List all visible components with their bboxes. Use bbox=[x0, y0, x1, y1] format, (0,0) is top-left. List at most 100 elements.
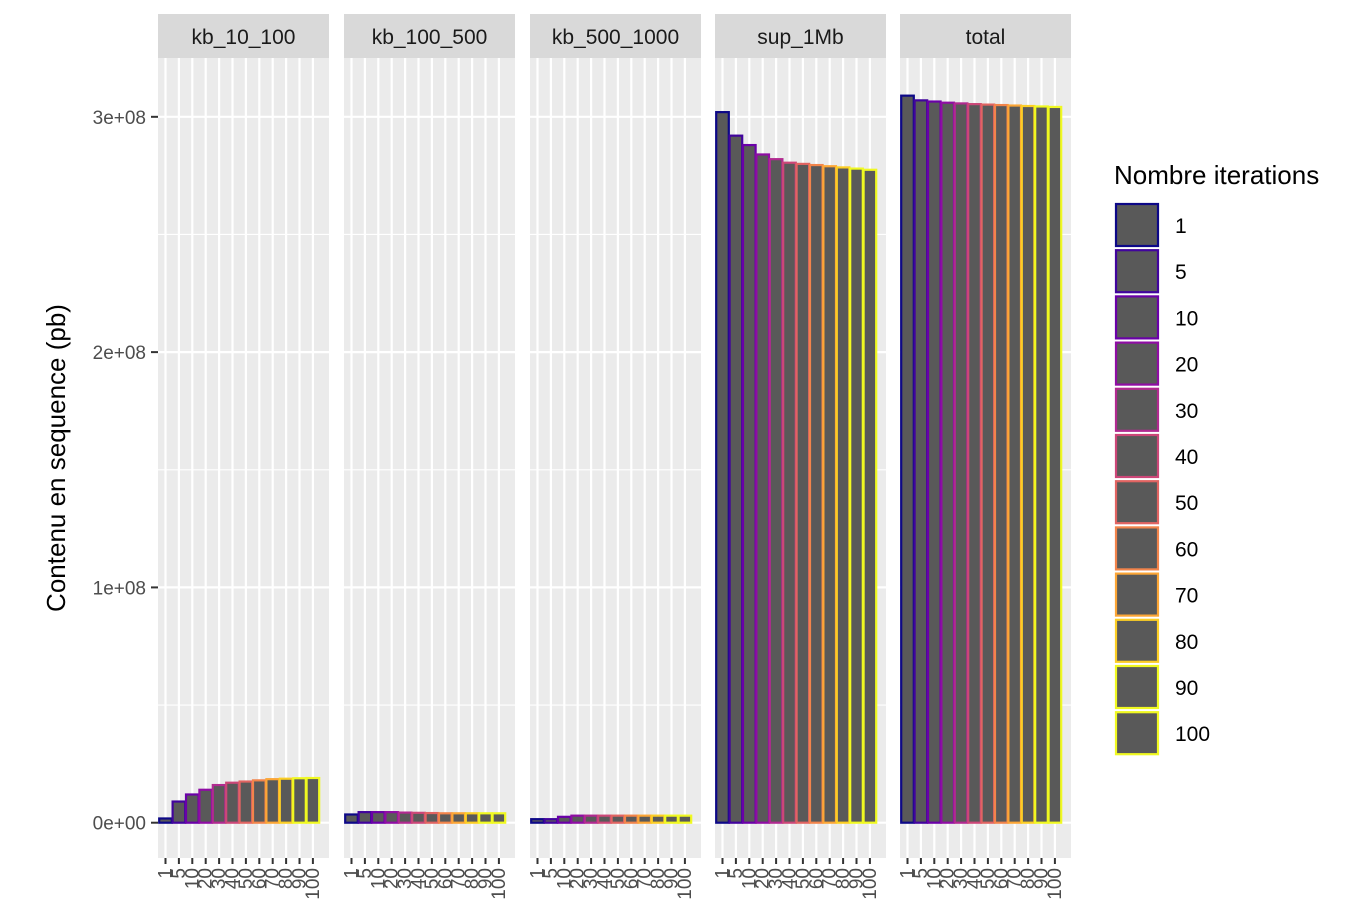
bar-total-5 bbox=[913, 99, 929, 824]
y-axis-title: Contenu en sequence (pb) bbox=[41, 304, 71, 612]
x-tick-label: 5 bbox=[726, 868, 747, 879]
bar-kb_10_100-80 bbox=[278, 777, 294, 824]
bar-kb_10_100-1 bbox=[158, 817, 173, 824]
x-tick-label: 1 bbox=[156, 868, 177, 879]
legend-label-30: 30 bbox=[1175, 400, 1198, 423]
legend-title: Nombre iterations bbox=[1114, 160, 1319, 190]
x-tick-label: 60 bbox=[249, 868, 270, 889]
gridlines bbox=[344, 58, 515, 858]
x-tick-label: 90 bbox=[662, 868, 683, 889]
x-tick-label: 90 bbox=[290, 868, 311, 889]
x-tick-label: 60 bbox=[621, 868, 642, 889]
bar-sup_1Mb-50 bbox=[795, 162, 811, 824]
bar-total-10 bbox=[926, 100, 942, 824]
bar-kb_100_500-5 bbox=[357, 811, 373, 824]
bar-kb_500_1000-90 bbox=[664, 814, 679, 824]
x-tick-label: 20 bbox=[382, 868, 403, 889]
legend-key-60 bbox=[1114, 526, 1160, 571]
bar-kb_10_100-90 bbox=[292, 777, 307, 824]
bar-total-80 bbox=[1020, 104, 1036, 824]
x-tick-label: 30 bbox=[581, 868, 602, 889]
bar-sup_1Mb-20 bbox=[755, 153, 771, 824]
x-tick-label: 1 bbox=[898, 868, 919, 879]
bar-kb_100_500-60 bbox=[437, 812, 453, 824]
legend-label-1: 1 bbox=[1175, 215, 1187, 238]
x-tick-label: 100 bbox=[489, 868, 510, 900]
bar-total-60 bbox=[993, 103, 1009, 824]
legend-key-10 bbox=[1114, 295, 1160, 340]
bar-kb_10_100-50 bbox=[238, 780, 254, 824]
x-tick-label: 100 bbox=[860, 868, 881, 900]
x-tick-label: 90 bbox=[1032, 868, 1053, 889]
bar-total-70 bbox=[1007, 104, 1023, 824]
x-tick-label: 30 bbox=[951, 868, 972, 889]
bar-sup_1Mb-70 bbox=[822, 165, 838, 824]
legend-key-5 bbox=[1114, 249, 1160, 294]
x-tick-label: 100 bbox=[675, 868, 696, 900]
x-tick-label: 20 bbox=[196, 868, 217, 889]
bar-kb_500_1000-50 bbox=[610, 814, 626, 824]
bar-kb_500_1000-20 bbox=[570, 814, 586, 824]
panel-background bbox=[158, 58, 329, 858]
legend-label-40: 40 bbox=[1175, 446, 1198, 469]
legend-key-20 bbox=[1114, 341, 1160, 386]
panel-strip bbox=[530, 14, 701, 58]
bar-kb_10_100-10 bbox=[184, 793, 200, 824]
bar-kb_500_1000-30 bbox=[583, 814, 599, 824]
bar-kb_100_500-1 bbox=[344, 813, 359, 824]
bar-kb_10_100-5 bbox=[171, 800, 187, 824]
x-tick-label: 50 bbox=[236, 868, 257, 889]
panel-background bbox=[530, 58, 701, 858]
x-tick-label: 30 bbox=[395, 868, 416, 889]
bar-sup_1Mb-60 bbox=[808, 163, 824, 824]
x-tick-label: 60 bbox=[435, 868, 456, 889]
bar-kb_500_1000-10 bbox=[556, 815, 572, 824]
bar-sup_1Mb-30 bbox=[768, 158, 784, 824]
legend: Nombre iterations 1 5 10 20 30 40 50 60 70 80 90 10… bbox=[1114, 160, 1319, 756]
panel-strip-label: sup_1Mb bbox=[757, 26, 843, 49]
x-tick-label: 80 bbox=[1018, 868, 1039, 889]
x-tick-label: 40 bbox=[780, 868, 801, 889]
bar-total-40 bbox=[967, 103, 982, 824]
bar-sup_1Mb-100 bbox=[862, 168, 878, 824]
x-tick-label: 10 bbox=[182, 868, 203, 889]
gridlines bbox=[158, 58, 329, 858]
x-tick-label: 50 bbox=[793, 868, 814, 889]
bar-sup_1Mb-80 bbox=[835, 166, 851, 824]
bar-kb_100_500-10 bbox=[370, 811, 386, 824]
legend-label-60: 60 bbox=[1175, 538, 1198, 561]
x-tick-label: 40 bbox=[595, 868, 616, 889]
x-tick-label: 90 bbox=[847, 868, 868, 889]
bar-sup_1Mb-5 bbox=[728, 134, 744, 824]
x-tick-label: 100 bbox=[1045, 868, 1066, 900]
bar-total-1 bbox=[900, 94, 915, 824]
x-tick-label: 5 bbox=[355, 868, 376, 879]
x-tick-label: 10 bbox=[739, 868, 760, 889]
y-tick-label: 0e+00 bbox=[93, 814, 146, 835]
bar-sup_1Mb-40 bbox=[782, 161, 797, 824]
x-tick-label: 100 bbox=[303, 868, 324, 900]
panel-strip-label: kb_100_500 bbox=[372, 26, 488, 49]
x-tick-label: 40 bbox=[965, 868, 986, 889]
bar-kb_100_500-40 bbox=[411, 811, 426, 824]
x-tick-label: 5 bbox=[169, 868, 190, 879]
bar-kb_10_100-40 bbox=[225, 781, 240, 824]
legend-label-50: 50 bbox=[1175, 492, 1198, 515]
bar-kb_100_500-20 bbox=[384, 811, 400, 824]
bar-kb_500_1000-60 bbox=[623, 814, 639, 824]
bar-kb_500_1000-40 bbox=[597, 814, 612, 824]
bar-kb_500_1000-1 bbox=[530, 818, 545, 824]
legend-label-100: 100 bbox=[1175, 723, 1210, 746]
x-tick-label: 80 bbox=[276, 868, 297, 889]
legend-key-90 bbox=[1114, 664, 1160, 710]
bar-kb_500_1000-100 bbox=[677, 814, 693, 824]
x-tick-label: 60 bbox=[991, 868, 1012, 889]
x-tick-label: 70 bbox=[820, 868, 841, 889]
bar-total-20 bbox=[940, 101, 956, 824]
x-tick-label: 60 bbox=[806, 868, 827, 889]
bar-kb_100_500-30 bbox=[397, 811, 413, 824]
x-tick-label: 40 bbox=[223, 868, 244, 889]
x-tick-label: 20 bbox=[568, 868, 589, 889]
